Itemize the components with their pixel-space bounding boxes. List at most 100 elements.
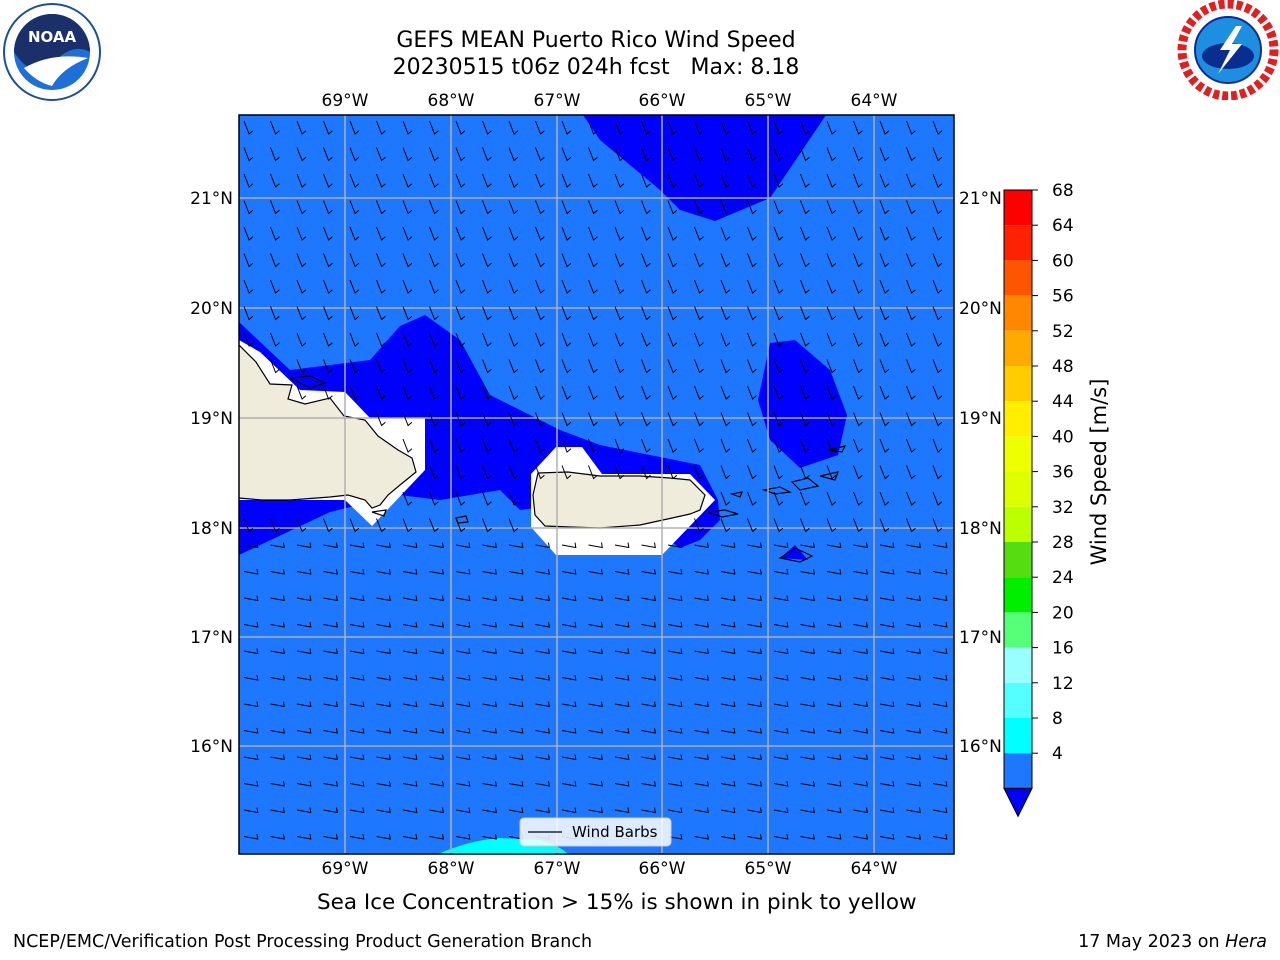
colorbar-tick-label: 40 bbox=[1052, 427, 1074, 447]
wind-barb bbox=[402, 226, 413, 241]
wind-barb bbox=[588, 173, 598, 188]
colorbar-tick-label: 4 bbox=[1052, 744, 1063, 764]
colorbar-tick-label: 52 bbox=[1052, 322, 1074, 342]
wind-barb bbox=[323, 147, 333, 162]
wind-barb bbox=[588, 569, 603, 575]
wind-barb bbox=[482, 622, 497, 628]
colorbar-segment bbox=[1004, 190, 1032, 226]
wind-barb bbox=[614, 754, 630, 761]
lat-label: 20°N bbox=[190, 299, 233, 319]
wind-barb bbox=[641, 807, 656, 814]
wind-barb bbox=[561, 595, 577, 602]
wind-barb bbox=[508, 438, 519, 453]
wind-barb bbox=[243, 518, 254, 533]
wind-barb bbox=[853, 542, 868, 549]
sea-ice-note: Sea Ice Concentration > 15% is shown in … bbox=[317, 890, 917, 915]
wind-barb bbox=[879, 807, 895, 814]
colorbar-tick-label: 12 bbox=[1052, 674, 1074, 694]
colorbar-label: Wind Speed [m/s] bbox=[1087, 379, 1111, 566]
wind-barb bbox=[296, 648, 312, 655]
wind-barb bbox=[694, 147, 704, 162]
wind-barb bbox=[402, 332, 413, 347]
wind-barb bbox=[879, 675, 895, 681]
wind-barb bbox=[800, 173, 810, 188]
wind-barb bbox=[720, 120, 731, 135]
wind-barb bbox=[508, 253, 519, 268]
wind-barb bbox=[800, 491, 810, 506]
map-subtitle-run: 20230515 t06z 024h fcst Max: 8.18 bbox=[392, 55, 800, 80]
wind-barb bbox=[349, 648, 365, 655]
wind-barb bbox=[482, 359, 492, 374]
wind-barb bbox=[932, 834, 948, 840]
wind-barb bbox=[906, 675, 921, 681]
wind-barb bbox=[508, 200, 519, 215]
wind-barb bbox=[323, 200, 333, 215]
wind-barb bbox=[800, 807, 815, 814]
lon-label: 66°W bbox=[639, 859, 686, 879]
wind-barb bbox=[270, 120, 280, 135]
wind-barb bbox=[667, 595, 683, 602]
wind-barb bbox=[906, 781, 921, 787]
wind-barb bbox=[879, 412, 890, 427]
wind-barb bbox=[535, 120, 545, 135]
wind-barb bbox=[853, 728, 868, 734]
wind-barb bbox=[349, 728, 365, 734]
wind-barb bbox=[932, 595, 948, 602]
colorbar-segment bbox=[1004, 436, 1032, 472]
wind-barb bbox=[243, 147, 254, 162]
wind-barb bbox=[694, 306, 704, 321]
wind-barb bbox=[773, 542, 789, 549]
wind-barb bbox=[508, 648, 524, 655]
wind-barb bbox=[694, 226, 704, 241]
wind-barb bbox=[879, 226, 890, 241]
wind-barb bbox=[641, 279, 651, 294]
wind-barb bbox=[773, 385, 784, 400]
wind-barb bbox=[429, 306, 439, 321]
wind-barb bbox=[800, 226, 810, 241]
wind-barb bbox=[588, 807, 603, 814]
wind-barb bbox=[800, 332, 810, 347]
wind-barb bbox=[826, 465, 837, 480]
wind-barb bbox=[879, 701, 895, 708]
wind-barb bbox=[773, 306, 784, 321]
wind-barb bbox=[879, 332, 890, 347]
wind-barb bbox=[323, 569, 338, 575]
wind-barb bbox=[296, 781, 312, 787]
wind-barb bbox=[747, 675, 762, 681]
wind-barb bbox=[429, 438, 439, 453]
wind-barb bbox=[561, 200, 572, 215]
gridlines bbox=[239, 115, 954, 854]
wind-barb bbox=[508, 385, 519, 400]
wind-barb bbox=[429, 173, 439, 188]
wind-barb bbox=[561, 807, 577, 814]
lon-label: 65°W bbox=[745, 859, 792, 879]
wind-barb bbox=[429, 332, 439, 347]
wind-barb bbox=[402, 728, 418, 734]
footer-host: Hera bbox=[1225, 932, 1267, 952]
wind-barb bbox=[826, 754, 842, 761]
wind-barb bbox=[482, 542, 497, 549]
wind-barb bbox=[906, 173, 916, 188]
wind-barbs bbox=[243, 120, 948, 840]
wind-barb bbox=[349, 173, 360, 188]
wind-barb bbox=[720, 306, 731, 321]
wind-barb bbox=[561, 728, 577, 734]
wind-barb bbox=[296, 807, 312, 814]
wind-barb bbox=[614, 147, 625, 162]
wind-barb bbox=[535, 622, 550, 628]
wind-barb bbox=[296, 385, 307, 400]
wind-barb bbox=[296, 147, 307, 162]
wind-barb bbox=[455, 173, 466, 188]
wind-barb bbox=[349, 595, 365, 602]
wind-barb bbox=[455, 120, 466, 135]
wind-barb bbox=[720, 834, 736, 840]
wind-barb bbox=[667, 173, 678, 188]
wind-barb bbox=[535, 465, 545, 480]
wind-barb bbox=[932, 226, 943, 241]
wind-barb bbox=[747, 518, 757, 533]
colorbar-extend-arrow bbox=[1003, 787, 1033, 818]
wind-barb bbox=[906, 701, 921, 708]
wind-barb bbox=[376, 279, 386, 294]
wind-barb bbox=[588, 728, 603, 734]
wind-barb bbox=[641, 438, 651, 453]
